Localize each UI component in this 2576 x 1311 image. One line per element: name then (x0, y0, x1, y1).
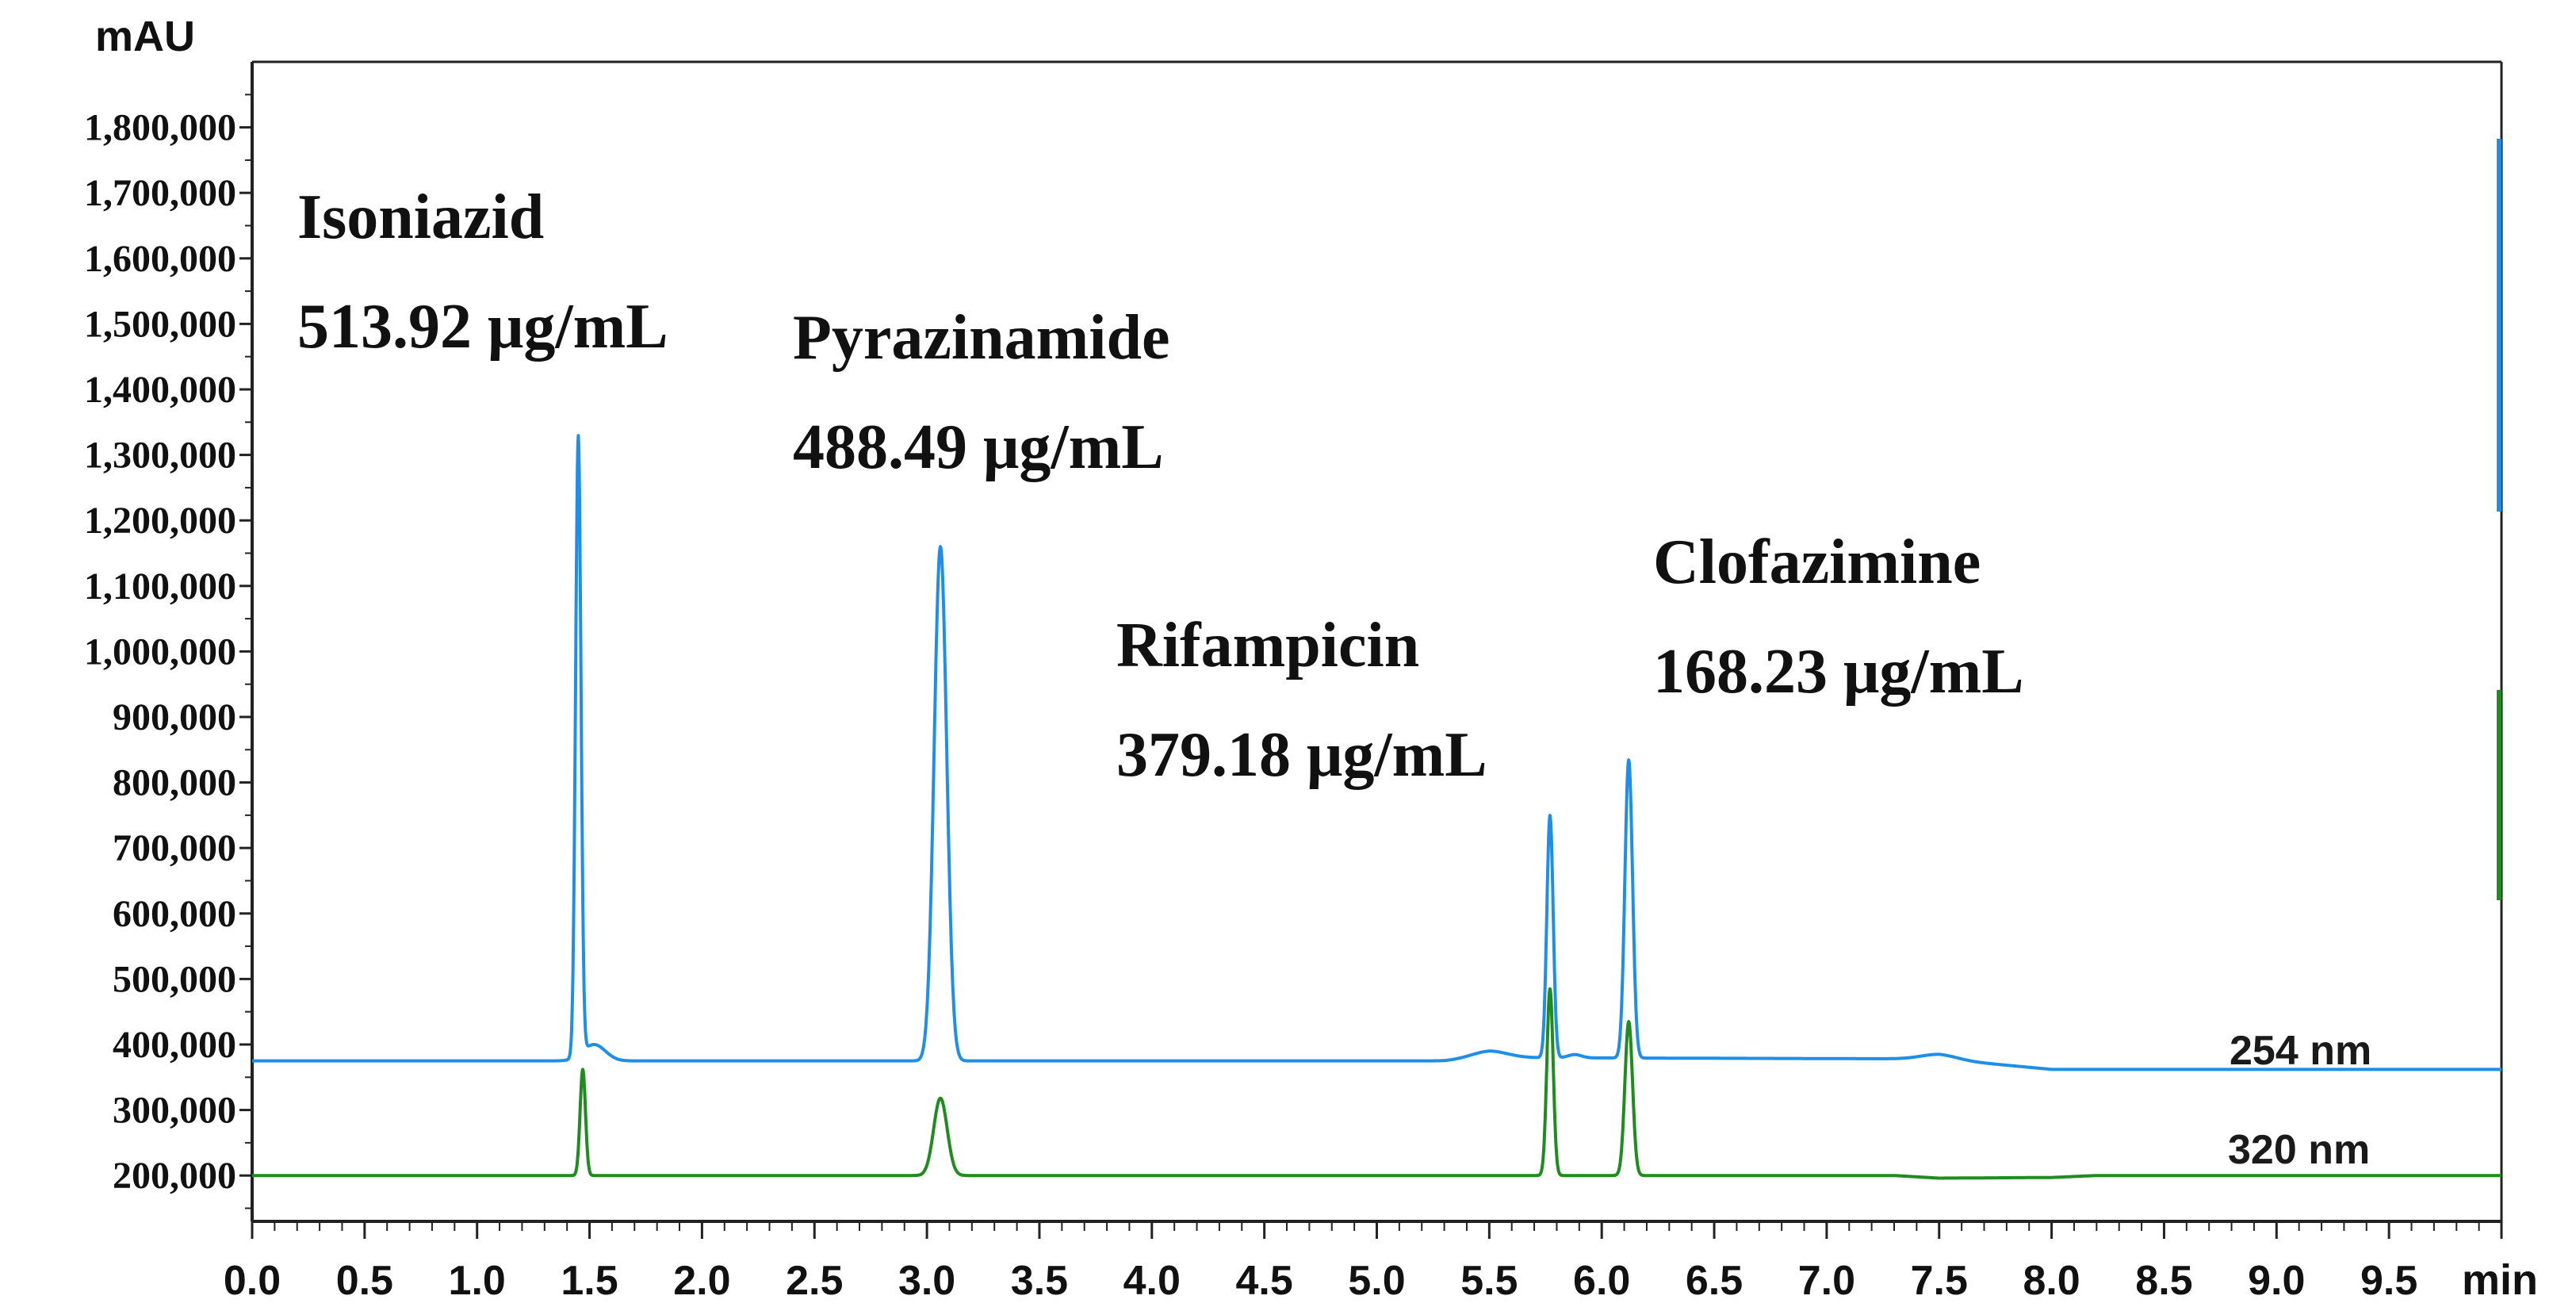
y-tick-label: 1,700,000 (84, 172, 236, 214)
x-tick-label: 8.5 (2135, 1258, 2192, 1304)
y-tick-label: 1,100,000 (84, 565, 236, 608)
y-tick-label: 400,000 (113, 1024, 236, 1066)
x-tick-label: 2.5 (786, 1258, 843, 1304)
trace-marker-254nm (2497, 139, 2501, 512)
y-tick-label: 1,500,000 (84, 303, 236, 345)
peak-annotation-line: 379.18 μg/mL (1116, 720, 1487, 790)
y-tick-label: 1,000,000 (84, 631, 236, 673)
x-tick-label: 6.5 (1686, 1258, 1743, 1304)
peak-annotation-line: Pyrazinamide (793, 303, 1169, 373)
y-tick-label: 900,000 (113, 696, 236, 738)
x-tick-label: 1.5 (561, 1258, 618, 1304)
x-tick-label: 5.5 (1460, 1258, 1518, 1304)
y-tick-label: 500,000 (113, 958, 236, 1000)
x-unit-label: min (2462, 1256, 2538, 1304)
x-tick-label: 6.0 (1573, 1258, 1630, 1304)
x-tick-label: 1.0 (449, 1258, 506, 1304)
y-tick-label: 700,000 (113, 827, 236, 869)
x-tick-label: 7.0 (1798, 1258, 1855, 1304)
series-label-254nm: 254 nm (2230, 1028, 2371, 1074)
y-tick-label: 1,400,000 (84, 369, 236, 411)
trace-254nm (251, 434, 2503, 1071)
y-tick-label: 1,300,000 (84, 435, 236, 477)
y-unit-label: mAU (95, 13, 195, 60)
x-tick-label: 0.0 (224, 1258, 281, 1304)
peak-annotation-line: 168.23 μg/mL (1653, 637, 2024, 707)
x-tick-label: 9.0 (2248, 1258, 2305, 1304)
peak-annotation-line: 488.49 μg/mL (793, 412, 1164, 482)
y-tick-label: 1,800,000 (84, 107, 236, 149)
peak-annotation-line: 513.92 μg/mL (297, 292, 668, 362)
peak-annotation-line: Isoniazid (297, 182, 544, 252)
x-tick-label: 3.0 (898, 1258, 955, 1304)
y-axis: 200,000 300,000 400,000 500,000 600,000 700,0… (84, 94, 252, 1209)
x-tick-label: 8.0 (2023, 1258, 2080, 1304)
peak-annotations: Isoniazid 513.92 μg/mL Pyrazinamide 488.49 … (297, 182, 2024, 790)
y-tick-label: 800,000 (113, 762, 236, 804)
x-tick-label: 0.5 (336, 1258, 393, 1304)
y-tick-label: 300,000 (113, 1090, 236, 1132)
x-tick-label: 3.5 (1011, 1258, 1068, 1304)
x-tick-label: 5.0 (1348, 1258, 1405, 1304)
peak-annotation-line: Clofazimine (1653, 527, 1981, 597)
y-tick-label: 200,000 (113, 1155, 236, 1197)
x-axis: 0.0 0.5 1.0 1.5 2.0 2.5 3.0 3.5 4.0 4.5 5.0 5.5 6.0 6… (224, 1221, 2503, 1304)
y-tick-label: 1,600,000 (84, 238, 236, 280)
x-tick-label: 4.5 (1236, 1258, 1293, 1304)
x-tick-label: 2.0 (673, 1258, 730, 1304)
x-tick-label: 9.5 (2360, 1258, 2417, 1304)
traces (251, 434, 2503, 1180)
y-tick-label: 600,000 (113, 893, 236, 935)
series-label-320nm: 320 nm (2228, 1127, 2370, 1173)
peak-annotation-line: Rifampicin (1116, 611, 1419, 680)
x-tick-label: 4.0 (1123, 1258, 1181, 1304)
trace-marker-320nm (2497, 690, 2501, 900)
y-tick-label: 1,200,000 (84, 500, 236, 542)
x-tick-label: 7.5 (1911, 1258, 1968, 1304)
trace-320nm (251, 987, 2503, 1180)
